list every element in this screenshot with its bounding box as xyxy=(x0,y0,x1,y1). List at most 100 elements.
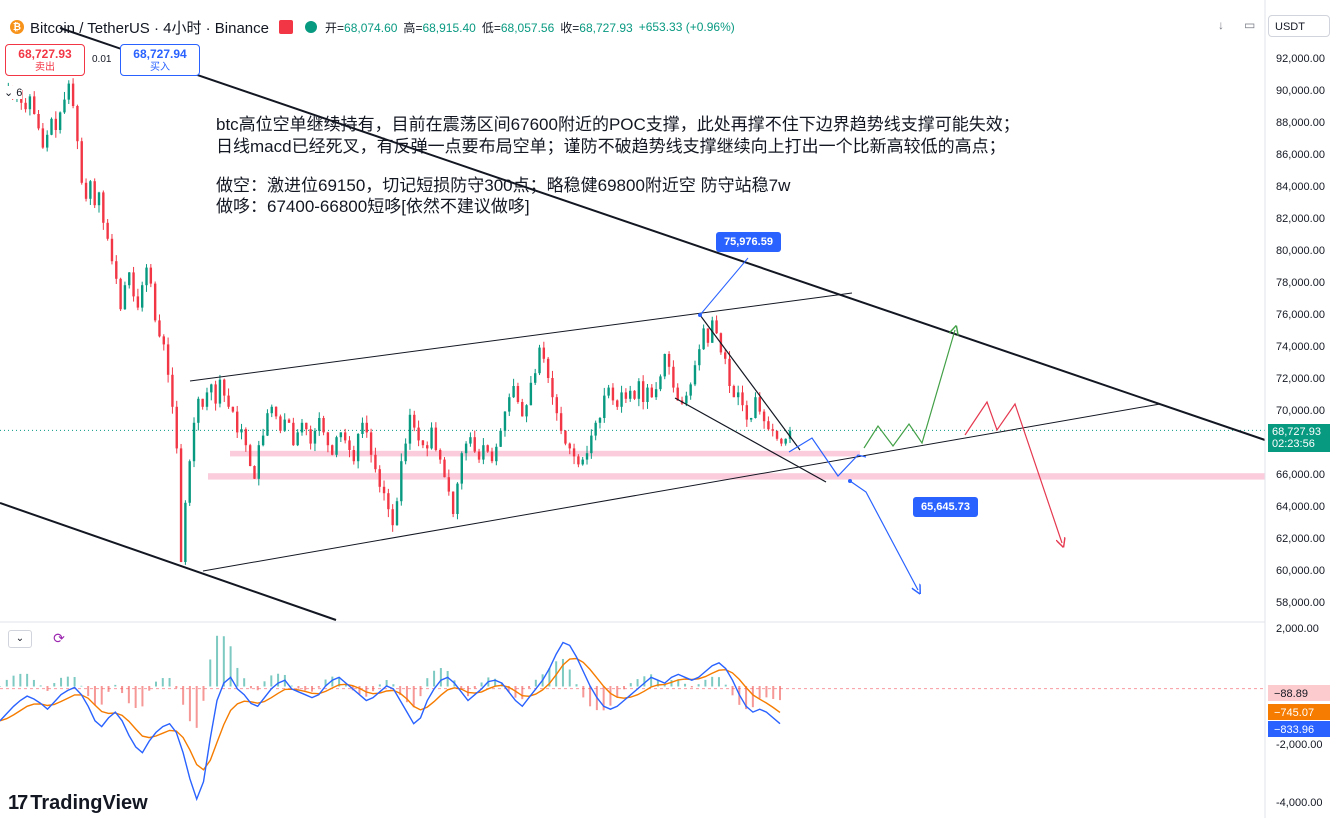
candle-body xyxy=(598,418,602,423)
candle-body xyxy=(145,267,148,286)
candle-body xyxy=(646,387,649,402)
candle-body xyxy=(223,379,226,396)
candle-body xyxy=(538,347,541,374)
candle-body xyxy=(724,352,727,359)
refresh-icon[interactable]: ⟳ xyxy=(48,630,70,646)
macd-histogram-bar xyxy=(32,679,35,687)
candle-body xyxy=(41,128,45,148)
spread-value: 0.01 xyxy=(92,54,112,65)
tradingview-logo[interactable]: 17 TradingView xyxy=(8,792,148,814)
wedge-upper-line xyxy=(699,314,801,451)
candle-body xyxy=(434,427,438,450)
macd-histogram-bar xyxy=(758,686,761,699)
pane-collapse-button[interactable]: ⌄ xyxy=(8,630,32,648)
collapse-toggle[interactable]: ⌄ 6 xyxy=(4,86,23,99)
candle-body xyxy=(175,406,178,449)
candle-body xyxy=(771,429,774,431)
macd-histogram-bar xyxy=(182,686,185,705)
candle-body xyxy=(745,405,749,420)
candle-body xyxy=(24,102,27,110)
candle-body xyxy=(473,437,476,452)
candle-body xyxy=(533,373,537,383)
ohlc-readout: 开=68,074.60 高=68,915.40 低=68,057.56 收=68,72… xyxy=(325,20,633,35)
high-price-tag[interactable]: 75,976.59 xyxy=(716,232,781,252)
trendlines xyxy=(0,27,1266,621)
candle-body xyxy=(352,450,356,462)
macd-histogram-bar xyxy=(324,679,327,687)
candle-body xyxy=(438,450,442,460)
candle-body xyxy=(594,422,597,436)
candle-body xyxy=(369,432,373,455)
candle-body xyxy=(775,430,779,439)
candle-body xyxy=(672,366,675,388)
channel-upper-line xyxy=(189,292,853,382)
macd-value-label: −88.89 xyxy=(1274,688,1308,700)
candle-body xyxy=(426,445,429,449)
macd-histogram-bar xyxy=(66,676,69,687)
macd-histogram-bar xyxy=(765,686,768,698)
price-tick-label: 66,000.00 xyxy=(1276,469,1325,481)
price-tick-label: 62,000.00 xyxy=(1276,533,1325,545)
candle-body xyxy=(555,397,558,414)
buy-button[interactable]: 68,727.94 买入 xyxy=(120,44,200,76)
last-price-label: 68,727.93 02:23:56 xyxy=(1268,424,1330,452)
candle-body xyxy=(257,445,261,479)
symbol-header[interactable]: ₿ Bitcoin / TetherUS · 4小时 · Binance 开=6… xyxy=(0,16,735,38)
candle-body xyxy=(503,411,507,431)
flag-icon[interactable] xyxy=(279,20,293,34)
candle-body xyxy=(698,349,701,366)
price-tick-label: 60,000.00 xyxy=(1276,565,1325,577)
macd-histogram-bar xyxy=(249,686,252,689)
maximize-icon[interactable]: ▭ xyxy=(1244,18,1256,32)
candle-body xyxy=(270,406,273,414)
candle-body xyxy=(227,395,230,407)
macd-histogram-bar xyxy=(12,675,15,687)
arrow-down-icon[interactable]: ↓ xyxy=(1218,18,1224,32)
candle-body xyxy=(758,397,761,412)
candle-body xyxy=(274,406,278,417)
price-tick-label: 64,000.00 xyxy=(1276,501,1325,513)
macd-histogram-bar xyxy=(270,675,273,687)
candle-body xyxy=(305,422,308,430)
high-tag-connector xyxy=(699,257,749,316)
macd-histogram-bar xyxy=(290,685,293,687)
candle-body xyxy=(248,445,252,466)
macd-histogram-bar xyxy=(161,678,164,687)
candle-body xyxy=(318,418,321,431)
candle-body xyxy=(581,459,584,465)
macd-signal-line xyxy=(0,657,781,771)
macd-histogram-bar xyxy=(670,680,673,687)
candle-body xyxy=(387,493,390,510)
candle-body xyxy=(784,438,787,444)
green-bull-arrow xyxy=(863,330,955,449)
macd-histogram-bar xyxy=(216,635,219,687)
candle-body xyxy=(97,192,101,206)
macd-histogram-bar xyxy=(616,686,619,698)
candle-body xyxy=(205,392,209,407)
macd-histogram-bar xyxy=(134,686,137,708)
sell-button[interactable]: 68,727.93 卖出 xyxy=(5,44,85,76)
macd-histogram-bar xyxy=(589,686,592,707)
blue-path-a xyxy=(788,437,867,477)
macd-histogram-bar xyxy=(650,674,653,687)
macd-histogram-bar xyxy=(80,685,83,687)
change-readout: +653.33 (+0.96%) xyxy=(638,20,735,34)
macd-histogram-bar xyxy=(148,686,151,691)
price-tick-label: 70,000.00 xyxy=(1276,405,1325,417)
macd-histogram-bar xyxy=(46,686,49,691)
macd-histogram-bar xyxy=(751,686,754,708)
macd-histogram-bar xyxy=(419,686,422,697)
currency-select[interactable]: USDT xyxy=(1268,15,1330,37)
candle-body xyxy=(67,83,70,100)
low-price-tag[interactable]: 65,645.73 xyxy=(913,497,978,517)
candle-body xyxy=(63,99,66,113)
candle-body xyxy=(529,382,533,406)
candle-body xyxy=(525,405,528,417)
symbol-title[interactable]: Bitcoin / TetherUS · 4小时 · Binance xyxy=(30,19,269,37)
candle-body xyxy=(171,374,174,407)
candle-body xyxy=(279,416,282,431)
candle-body xyxy=(413,414,416,428)
macd-histogram-bar xyxy=(311,686,313,692)
candle-body xyxy=(400,461,403,502)
